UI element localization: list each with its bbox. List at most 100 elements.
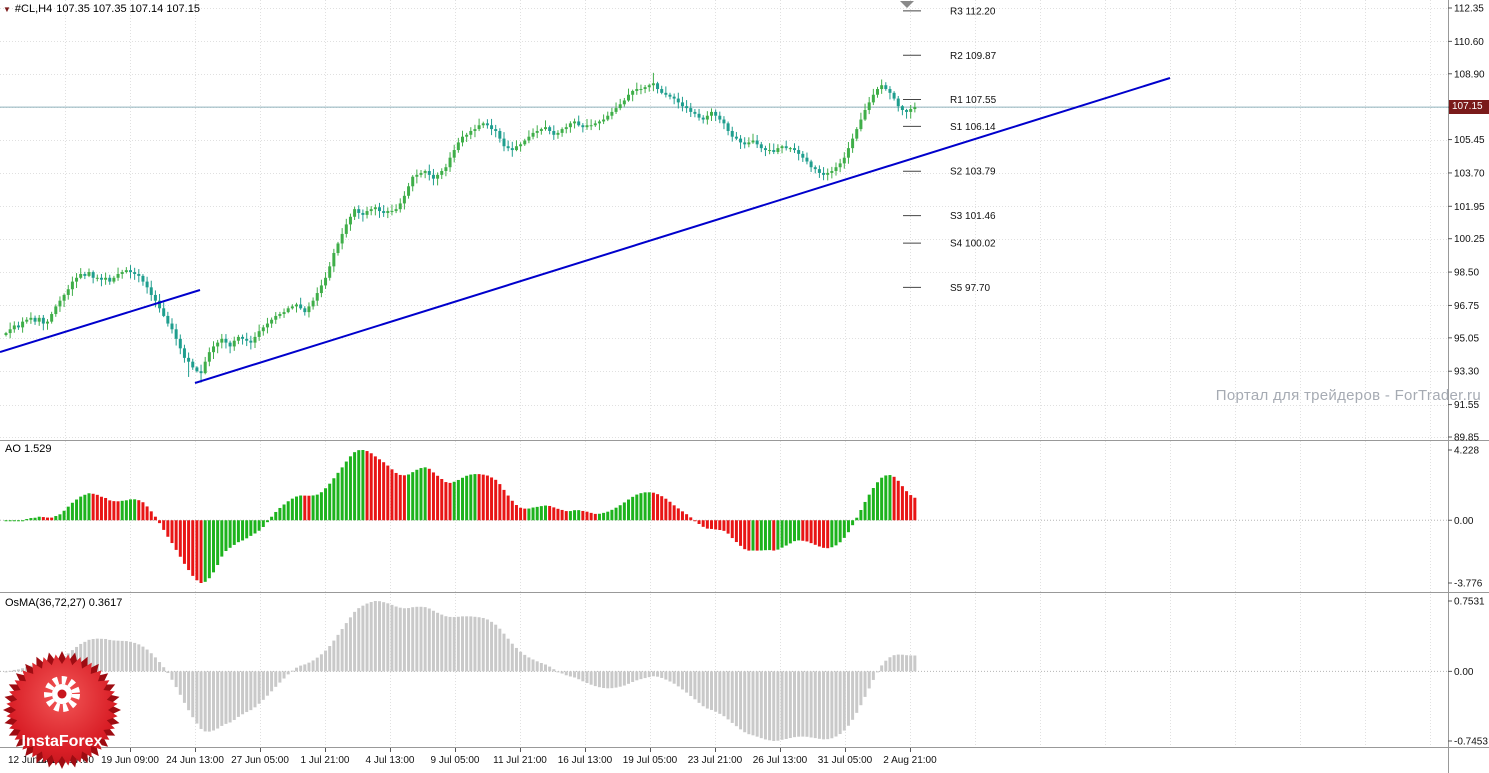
candle-body bbox=[519, 144, 523, 147]
candle-body bbox=[307, 306, 311, 313]
candle-body bbox=[842, 157, 846, 164]
candle-body bbox=[295, 304, 298, 307]
candle-body bbox=[635, 89, 639, 91]
instaforex-logo[interactable]: InstaForex bbox=[2, 650, 122, 770]
candle-body bbox=[822, 172, 826, 175]
candle-body bbox=[37, 317, 41, 322]
candle-body bbox=[79, 273, 83, 278]
candle-body bbox=[299, 304, 303, 309]
price-tick-label: 105.45 bbox=[1454, 135, 1485, 146]
ohlc-values: 107.35 107.35 107.14 107.15 bbox=[56, 3, 200, 15]
candle-body bbox=[888, 89, 892, 93]
candle-body bbox=[402, 195, 406, 204]
time-label: 23 Jul 21:00 bbox=[688, 755, 743, 766]
starburst-shape bbox=[3, 651, 121, 769]
candle-body bbox=[261, 327, 265, 332]
osma-histogram bbox=[4, 601, 917, 741]
candle-body bbox=[710, 111, 713, 116]
ao-histogram bbox=[4, 450, 917, 583]
candle-body bbox=[784, 146, 788, 149]
pivot-label: R3 112.20 bbox=[950, 6, 996, 17]
candle-body bbox=[751, 140, 755, 143]
candle-body bbox=[647, 85, 651, 88]
candle-body bbox=[531, 132, 535, 137]
candle-body bbox=[718, 115, 722, 120]
candle-body bbox=[99, 277, 103, 280]
pivot-label: S4 100.02 bbox=[950, 239, 996, 250]
candle-body bbox=[801, 153, 805, 158]
candle-body bbox=[452, 150, 456, 158]
candle-body bbox=[232, 340, 236, 347]
dropdown-marker-icon: ▼ bbox=[3, 4, 11, 14]
candle-body bbox=[162, 308, 166, 316]
candle-body bbox=[46, 321, 49, 324]
candle-body bbox=[755, 140, 759, 145]
osma-indicator-label: OsMA(36,72,27) 0.3617 bbox=[5, 597, 123, 609]
candle-body bbox=[651, 83, 655, 86]
candle-body bbox=[16, 325, 20, 328]
candle-body bbox=[75, 277, 79, 282]
candle-body bbox=[618, 104, 622, 109]
candle-body bbox=[809, 161, 813, 168]
candle-body bbox=[577, 121, 581, 126]
candle-body bbox=[149, 287, 153, 295]
candle-body bbox=[253, 336, 257, 343]
candle-body bbox=[87, 272, 91, 276]
candle-body bbox=[826, 172, 830, 175]
candle-body bbox=[203, 361, 207, 374]
price-axis[interactable]: 112.35 110.60 108.90 105.45 103.70 101.95 100.… bbox=[1448, 4, 1488, 748]
candle-body bbox=[257, 331, 261, 337]
candle-body bbox=[763, 148, 767, 151]
candle-body bbox=[133, 272, 137, 274]
candle-body bbox=[714, 111, 718, 116]
candle-body bbox=[905, 110, 909, 112]
candle-body bbox=[676, 98, 680, 103]
candle-body bbox=[606, 115, 610, 120]
candle-body bbox=[461, 136, 464, 143]
candle-body bbox=[386, 211, 390, 213]
candle-body bbox=[705, 115, 709, 120]
candle-body bbox=[373, 207, 377, 210]
candle-body bbox=[817, 169, 821, 173]
candle-body bbox=[340, 233, 344, 244]
candle-body bbox=[506, 146, 510, 149]
current-price-badge: 107.15 bbox=[1449, 100, 1489, 114]
candle-body bbox=[701, 117, 705, 120]
candle-body bbox=[12, 325, 16, 330]
candle-body bbox=[41, 317, 45, 324]
object-anchor-icon[interactable] bbox=[900, 1, 914, 8]
candle-body bbox=[768, 150, 772, 152]
candle-body bbox=[880, 85, 884, 90]
candle-body bbox=[876, 89, 879, 95]
candle-body bbox=[900, 106, 904, 111]
trendlines[interactable] bbox=[0, 77, 1171, 384]
candle-body bbox=[456, 142, 460, 151]
candle-body bbox=[212, 346, 215, 353]
watermark-text: Портал для трейдеров - ForTrader.ru bbox=[1215, 387, 1481, 404]
candle-body bbox=[303, 308, 307, 313]
candle-body bbox=[502, 138, 506, 147]
candle-body bbox=[241, 336, 245, 339]
indicator-tick-label: 0.7531 bbox=[1454, 597, 1485, 608]
candle-body bbox=[129, 270, 132, 273]
candle-body bbox=[182, 348, 186, 358]
candle-body bbox=[195, 367, 199, 372]
candle-body bbox=[797, 150, 801, 154]
candle-body bbox=[245, 338, 249, 341]
logo-text: InstaForex bbox=[22, 733, 103, 750]
candle-body bbox=[178, 338, 182, 349]
pivot-levels: R3 112.20 R2 109.87 R1 107.55 S1 106.14 S2 1… bbox=[903, 6, 997, 294]
candle-body bbox=[124, 270, 128, 273]
time-label: 31 Jul 05:00 bbox=[818, 755, 873, 766]
candle-body bbox=[336, 243, 340, 254]
candle-body bbox=[597, 121, 601, 124]
candle-body bbox=[112, 277, 116, 282]
candle-body bbox=[884, 85, 888, 90]
candle-body bbox=[286, 308, 290, 313]
pivot-label: S5 97.70 bbox=[950, 283, 990, 294]
candle-body bbox=[415, 174, 419, 177]
candle-body bbox=[627, 94, 630, 101]
candle-body bbox=[780, 146, 784, 149]
